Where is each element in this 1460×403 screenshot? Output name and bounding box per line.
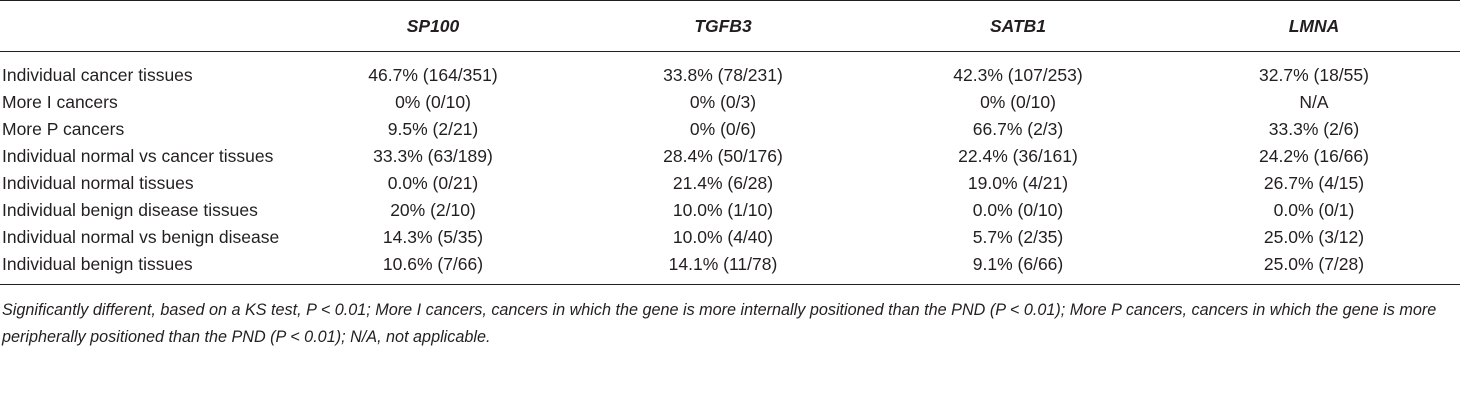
table-row: More P cancers 9.5% (2/21) 0% (0/6) 66.7… <box>0 116 1460 143</box>
cell-tgfb3: 10.0% (4/40) <box>672 227 774 247</box>
cell-satb1: 19.0% (4/21) <box>967 173 1069 193</box>
cell-sp100: 20% (2/10) <box>390 200 476 220</box>
cell-lmna: 24.2% (16/66) <box>1259 146 1369 166</box>
table-row: Individual normal vs cancer tissues 33.3… <box>0 143 1460 170</box>
row-label: Individual normal vs cancer tissues <box>2 146 274 166</box>
header-tgfb3: TGFB3 <box>694 15 752 36</box>
cell-satb1: 9.1% (6/66) <box>972 254 1064 274</box>
cell-satb1: 0.0% (0/10) <box>972 200 1064 220</box>
cell-tgfb3: 10.0% (1/10) <box>672 200 774 220</box>
header-sp100: SP100 <box>406 15 460 36</box>
cell-lmna: N/A <box>1299 92 1329 112</box>
cell-satb1: 42.3% (107/253) <box>953 65 1083 85</box>
table-footnote: Significantly different, based on a KS t… <box>2 301 1437 346</box>
row-label: More P cancers <box>2 119 125 139</box>
table-row: Individual cancer tissues 46.7% (164/351… <box>0 52 1460 90</box>
table-row: More I cancers 0% (0/10) 0% (0/3) 0% (0/… <box>0 89 1460 116</box>
row-label: Individual benign disease tissues <box>2 200 258 220</box>
cell-lmna: 33.3% (2/6) <box>1268 119 1360 139</box>
cell-lmna: 0.0% (0/1) <box>1273 200 1355 220</box>
cell-lmna: 25.0% (3/12) <box>1263 227 1365 247</box>
table-row: Individual normal tissues 0.0% (0/21) 21… <box>0 170 1460 197</box>
cell-lmna: 32.7% (18/55) <box>1259 65 1369 85</box>
table-row: Individual benign tissues 10.6% (7/66) 1… <box>0 251 1460 285</box>
cell-sp100: 14.3% (5/35) <box>382 227 484 247</box>
row-label: More I cancers <box>2 92 118 112</box>
data-table-container: SP100 TGFB3 SATB1 LMNA Individual cancer… <box>0 0 1460 346</box>
table-row: Individual normal vs benign disease 14.3… <box>0 224 1460 251</box>
cell-tgfb3: 21.4% (6/28) <box>672 173 774 193</box>
cell-satb1: 66.7% (2/3) <box>972 119 1064 139</box>
cell-sp100: 0% (0/10) <box>395 92 471 112</box>
results-table: SP100 TGFB3 SATB1 LMNA Individual cancer… <box>0 0 1460 285</box>
cell-satb1: 22.4% (36/161) <box>958 146 1078 166</box>
row-label: Individual benign tissues <box>2 254 193 274</box>
cell-tgfb3: 28.4% (50/176) <box>663 146 783 166</box>
cell-sp100: 0.0% (0/21) <box>387 173 479 193</box>
table-header: SP100 TGFB3 SATB1 LMNA <box>0 0 1460 52</box>
cell-lmna: 26.7% (4/15) <box>1263 173 1365 193</box>
cell-tgfb3: 14.1% (11/78) <box>668 254 778 274</box>
row-label: Individual normal vs benign disease <box>2 227 280 247</box>
header-satb1: SATB1 <box>989 15 1047 36</box>
row-label: Individual normal tissues <box>2 173 194 193</box>
header-corner <box>0 1 288 52</box>
cell-sp100: 9.5% (2/21) <box>387 119 479 139</box>
header-row: SP100 TGFB3 SATB1 LMNA <box>0 0 1460 52</box>
cell-lmna: 25.0% (7/28) <box>1263 254 1365 274</box>
header-lmna: LMNA <box>1288 15 1340 36</box>
table-row: Individual benign disease tissues 20% (2… <box>0 197 1460 224</box>
row-label: Individual cancer tissues <box>2 65 193 85</box>
cell-sp100: 10.6% (7/66) <box>382 254 484 274</box>
cell-tgfb3: 33.8% (78/231) <box>663 65 783 85</box>
cell-sp100: 33.3% (63/189) <box>373 146 493 166</box>
cell-tgfb3: 0% (0/6) <box>689 119 757 139</box>
cell-satb1: 0% (0/10) <box>980 92 1056 112</box>
table-body: Individual cancer tissues 46.7% (164/351… <box>0 52 1460 285</box>
cell-tgfb3: 0% (0/3) <box>689 92 757 112</box>
cell-satb1: 5.7% (2/35) <box>972 227 1064 247</box>
cell-sp100: 46.7% (164/351) <box>368 65 498 85</box>
